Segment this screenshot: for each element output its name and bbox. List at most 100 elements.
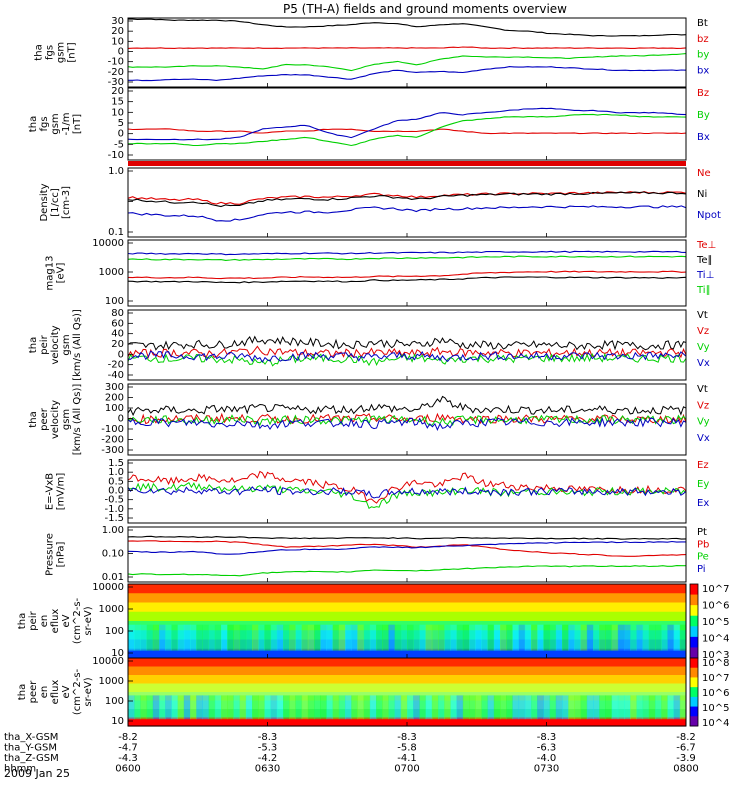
spectrogram-column [369,695,377,720]
y-tick-label: 1.0 [108,467,124,478]
footer-value: 0800 [673,764,698,775]
y-tick-label: -30 [108,77,124,88]
footer-row-label: tha_Y-GSM [4,743,57,754]
y-tick-label: -300 [101,445,124,456]
series-line-Ex [127,486,687,499]
y-axis-label: thapeervelocitygsm[km/s (All Qs)] [28,384,83,456]
legend-Te⊥: Te⊥ [696,240,716,251]
y-axis-label-line: [km/s (All Qs)] [72,309,83,381]
panel-frame [127,239,687,307]
spectrogram-column [624,624,631,651]
date-label: 2009 Jan 25 [4,767,70,780]
y-axis-label-line: sr-eV) [83,606,94,635]
y-tick-label: -10 [108,150,124,161]
y-axis-label-line: peer [28,680,39,704]
colorbar-label: 10^5 [702,617,729,628]
spectrogram-column [617,624,625,651]
y-axis-label-line: tha [17,684,28,700]
spectrogram-column [289,624,296,651]
spectrogram-column [382,624,389,651]
y-axis-label: thafgsgsm-1/m[nT] [28,112,83,135]
series-line-Te∥ [127,276,687,284]
series-line-bz [127,46,687,49]
y-tick-label: 0.10 [102,549,124,560]
y-axis-label-line: gsm [61,334,72,355]
spectrogram-column [661,624,668,651]
y-axis-label-line: tha [28,411,39,427]
spectrogram-column [376,624,383,651]
footer-value: 0630 [255,764,280,775]
y-axis-label-line: [nT] [67,42,78,62]
y-axis-label: E=-VxB[mV/m] [45,473,67,511]
colorbar-label: 10^6 [702,601,729,612]
series-line-Bt [128,18,687,37]
y-tick-label: 0 [118,129,124,140]
spectrogram-column [574,624,582,651]
spectrogram-column [642,695,650,720]
spectrogram-column [233,624,241,651]
spectrogram-column [543,624,551,651]
colorbar-label: 10^5 [702,703,729,714]
spectrogram-column [221,695,228,720]
spectrogram-column [363,624,371,651]
y-tick-label: 20 [111,339,124,350]
y-axis-label-line: gsm [56,42,67,63]
spectrogram-column [134,624,141,651]
spectrogram-column [617,695,625,720]
spectrogram-column [586,695,594,720]
spectrogram-column [493,695,501,720]
spectrogram-column [264,624,272,651]
y-tick-label: 1.5 [108,458,124,469]
panel-frame [127,167,687,238]
spectrogram-column [165,695,172,720]
y-axis-label-line: tha [28,116,39,132]
figure-title: P5 (TH-A) fields and ground moments over… [283,2,567,16]
spectrogram-column [593,695,600,720]
y-tick-label: 100 [105,403,124,414]
colorbar-segment [690,605,698,617]
series-line-Ne [127,191,687,205]
y-axis-label-line: peir [39,334,50,354]
y-tick-label: 0.5 [108,476,124,487]
panel-9: 10^7 10^6 10^5 10^4 10^3 10000 1000 100 10 thapei… [17,582,729,661]
panel-3: Ne Ni Npot 1.0 0.1 Density[1/cc][cm-3] [39,166,721,238]
spectrogram-column [295,695,303,720]
spectrogram-column [580,695,588,720]
legend-Pt: Pt [697,527,707,538]
spectrogram-column [320,695,327,720]
spectrogram-column [165,624,172,651]
spectrogram-band [128,602,686,613]
footer-value: -8.3 [258,732,278,743]
footer-value: -8.3 [537,732,557,743]
y-axis-label-line: [cm-3] [61,186,72,219]
spectrogram-column [214,695,222,720]
spectrogram-column [425,624,433,651]
y-axis-label-line: -1/m [61,112,72,135]
footer-value: -4.1 [397,753,417,764]
spectrogram-column [307,695,315,720]
y-axis-label-line: (cm^2-s- [72,597,83,644]
y-tick-label: 1000 [99,676,124,687]
spectrogram-column [456,624,464,651]
y-tick-label: 1.0 [108,166,124,177]
y-tick-label: 10 [111,107,124,118]
spectrogram-column [394,695,402,720]
spectrogram-column [289,695,296,720]
spectrogram-column [128,695,135,720]
y-axis-label: thapeirvelocitygsm[km/s (All Qs)] [28,309,83,381]
legend-bz: bz [697,34,709,45]
spectrogram-column [314,624,321,651]
series-line-Pb [127,540,687,557]
series-line-Pi [127,540,686,555]
footer-value: -4.0 [537,753,557,764]
spectrogram-band [128,666,686,676]
y-axis-label-line: [nT] [72,114,83,134]
panel-4: Te⊥ Te∥ Ti⊥ Ti∥ 10000 1000 100 mag13[eV] [45,238,717,307]
spectrogram-column [524,695,532,720]
spectrogram-column [444,695,451,720]
spectrogram-band [128,683,686,693]
y-axis-label-line: en [39,686,50,699]
spectrogram-column [456,695,464,720]
y-tick-label: 100 [105,296,124,307]
